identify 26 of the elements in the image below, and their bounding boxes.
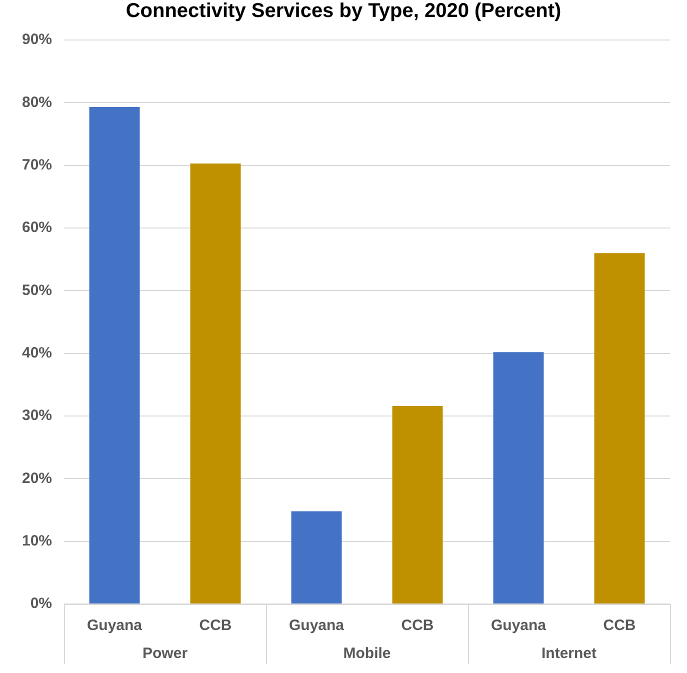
- text: CCB: [603, 617, 636, 634]
- chart-title: Connectivity Services by Type, 2020 (Percent): [124, 0, 562, 23]
- bar: [291, 511, 342, 604]
- y-tick-label: 20%: [22, 470, 52, 487]
- x-tick-label: Mobile: [343, 645, 391, 662]
- x-tick-label: Power: [142, 645, 188, 662]
- y-tick-label: 10%: [22, 532, 52, 550]
- x-tick-label: Internet: [541, 645, 597, 662]
- text: Guyana: [288, 617, 344, 634]
- bar: [190, 163, 241, 604]
- bar: [89, 107, 140, 604]
- y-tick-label: 60%: [22, 219, 52, 236]
- bar: [493, 352, 544, 604]
- y-tick-label: 70%: [22, 156, 52, 174]
- series-label: Guyana: [87, 617, 143, 634]
- text: CCB: [401, 617, 434, 634]
- series-label: CCB: [199, 617, 232, 634]
- bar: [594, 253, 645, 604]
- text: Guyana: [490, 617, 546, 634]
- y-tick-label: 40%: [22, 344, 52, 362]
- y-tick-label: 90%: [22, 31, 52, 48]
- bar: [392, 406, 443, 604]
- y-tick-label: 30%: [22, 407, 52, 424]
- y-tick-label: 50%: [22, 282, 52, 299]
- y-tick-label: 0%: [30, 595, 52, 612]
- y-tick-label: 80%: [22, 94, 52, 111]
